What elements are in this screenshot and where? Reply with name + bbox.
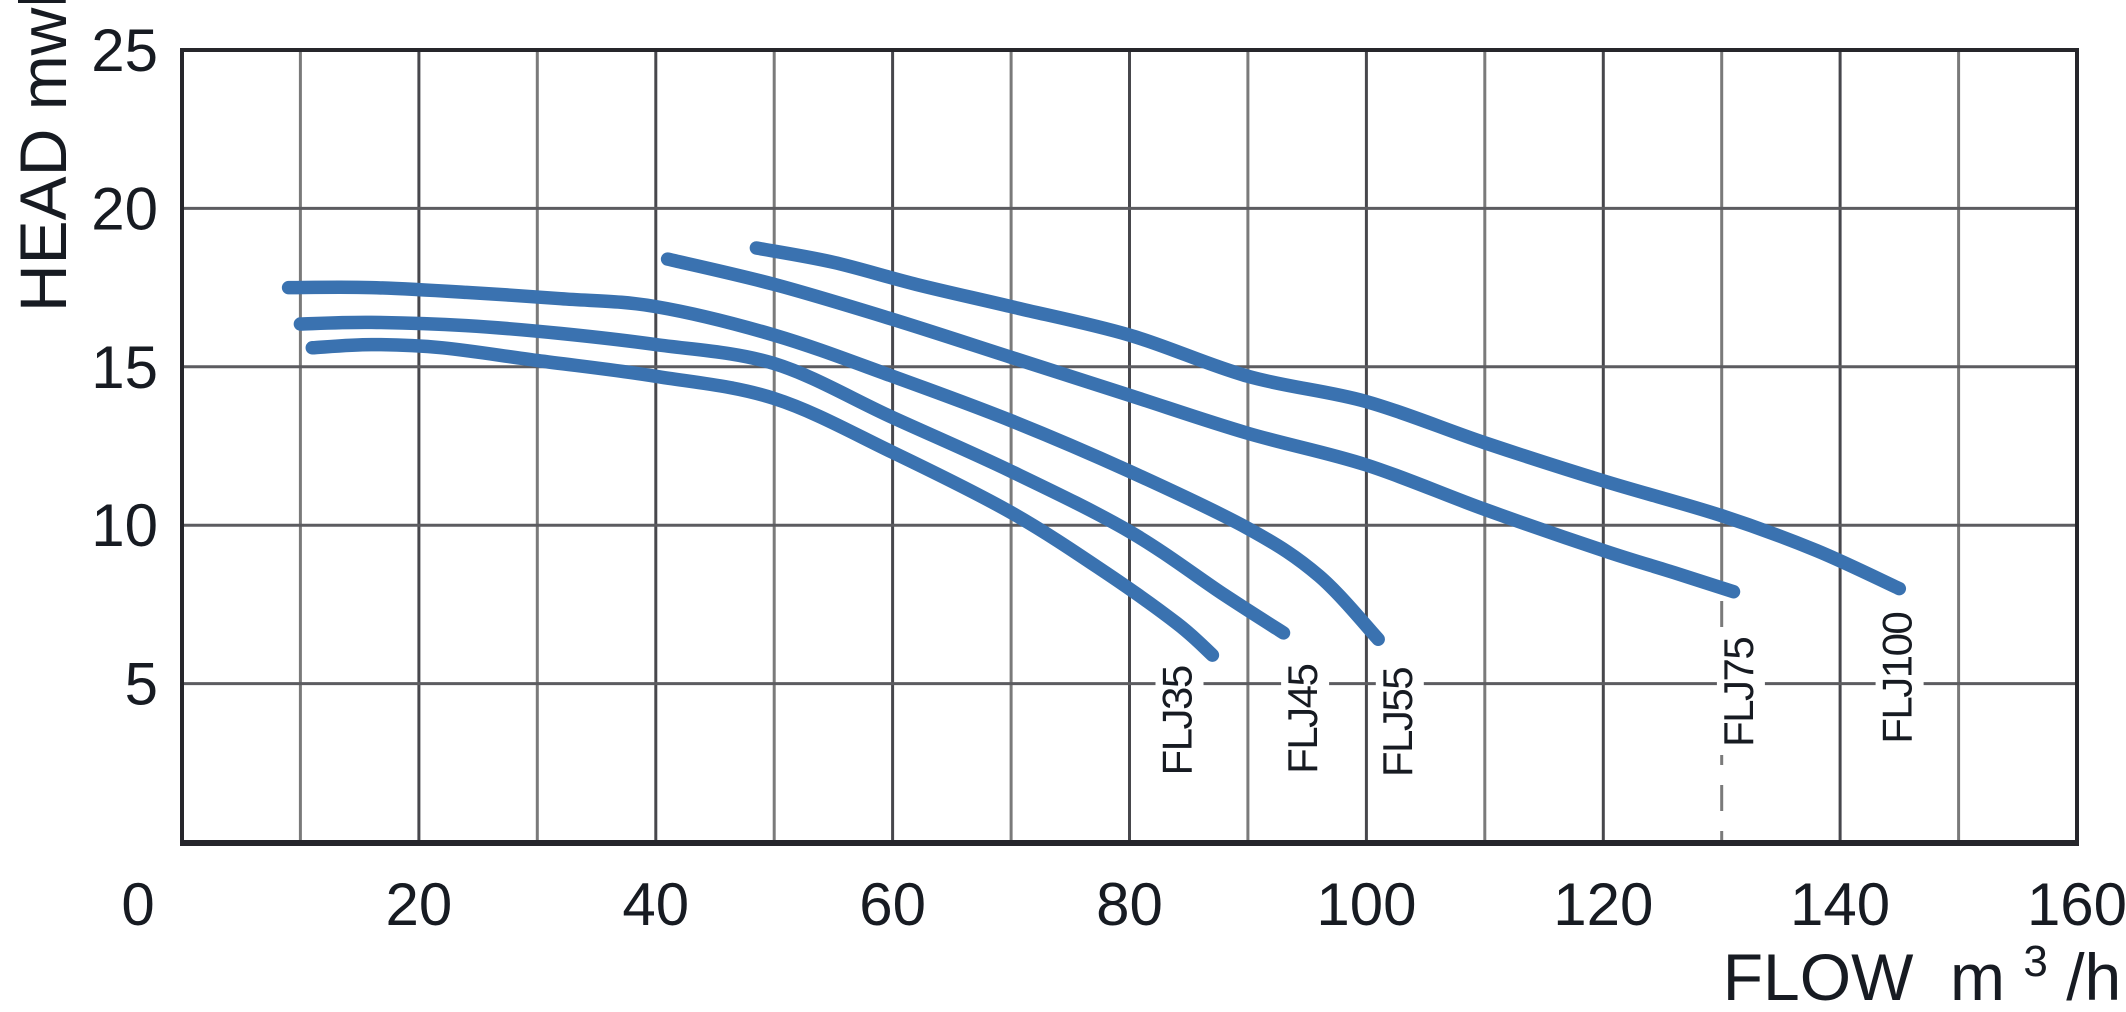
curve-label-group-FLJ55: FLJ55 (1374, 659, 1424, 786)
x-tick-160: 160 (2027, 871, 2126, 938)
y-axis-title: HEAD mwh (6, 0, 80, 312)
x-tick-140: 140 (1790, 871, 1890, 938)
curve-label-backing-FLJ100 (1875, 604, 1924, 752)
curve-label-group-FLJ75: FLJ75 (1715, 629, 1765, 755)
x-tick-60: 60 (859, 871, 926, 938)
curve-label-backing-FLJ75 (1716, 629, 1765, 755)
tick-label-layer: 5 10 15 20 25 0 20 40 60 80 100 120 140 160 (91, 17, 2126, 938)
x-axis-title-unit: /h (2066, 940, 2121, 1012)
x-axis-title-superscript: 3 (2023, 937, 2047, 986)
y-tick-20: 20 (91, 175, 158, 242)
x-tick-80: 80 (1096, 871, 1163, 938)
x-tick-100: 100 (1316, 871, 1416, 938)
y-tick-25: 25 (91, 17, 158, 84)
y-tick-15: 15 (91, 334, 158, 401)
curve-label-group-FLJ100: FLJ100 (1874, 604, 1924, 752)
grid-layer (182, 50, 2077, 842)
y-tick-5: 5 (125, 651, 158, 718)
curve-layer (281, 241, 1907, 662)
curve-label-backing-FLJ55 (1375, 659, 1424, 786)
curve-label-FLJ35: FLJ35 (1154, 666, 1201, 775)
curve-label-FLJ55: FLJ55 (1374, 668, 1421, 777)
x-tick-40: 40 (622, 871, 689, 938)
x-axis-title: FLOW m 3 /h (1723, 916, 2122, 1012)
plot-border-layer (180, 48, 2079, 846)
curve-label-FLJ45: FLJ45 (1279, 665, 1326, 774)
curve-FLJ75 (660, 252, 1741, 599)
curve-label-group-FLJ45: FLJ45 (1279, 656, 1330, 782)
curve-FLJ35 (305, 337, 1220, 662)
curve-label-backing-FLJ45 (1281, 656, 1330, 782)
curve-FLJ100 (749, 241, 1907, 596)
curve-label-FLJ100: FLJ100 (1874, 613, 1921, 744)
x-tick-20: 20 (386, 871, 453, 938)
y-axis-title-text: HEAD mwh (6, 0, 80, 312)
y-tick-10: 10 (91, 492, 158, 559)
curve-FLJ45 (293, 315, 1291, 640)
x-axis-title-text: FLOW m (1723, 940, 2005, 1012)
curve-FLJ55 (281, 280, 1385, 646)
axis-title-layer: HEAD mwh FLOW m 3 /h (6, 0, 2121, 1012)
curve-label-layer: FLJ35 FLJ45 FLJ55 FLJ75 FLJ100 (1154, 604, 1924, 786)
curve-label-backing-FLJ35 (1155, 658, 1204, 784)
x-tick-120: 120 (1553, 871, 1653, 938)
x-tick-0: 0 (121, 871, 154, 938)
curve-label-FLJ75: FLJ75 (1715, 638, 1762, 747)
curve-label-group-FLJ35: FLJ35 (1154, 658, 1204, 784)
